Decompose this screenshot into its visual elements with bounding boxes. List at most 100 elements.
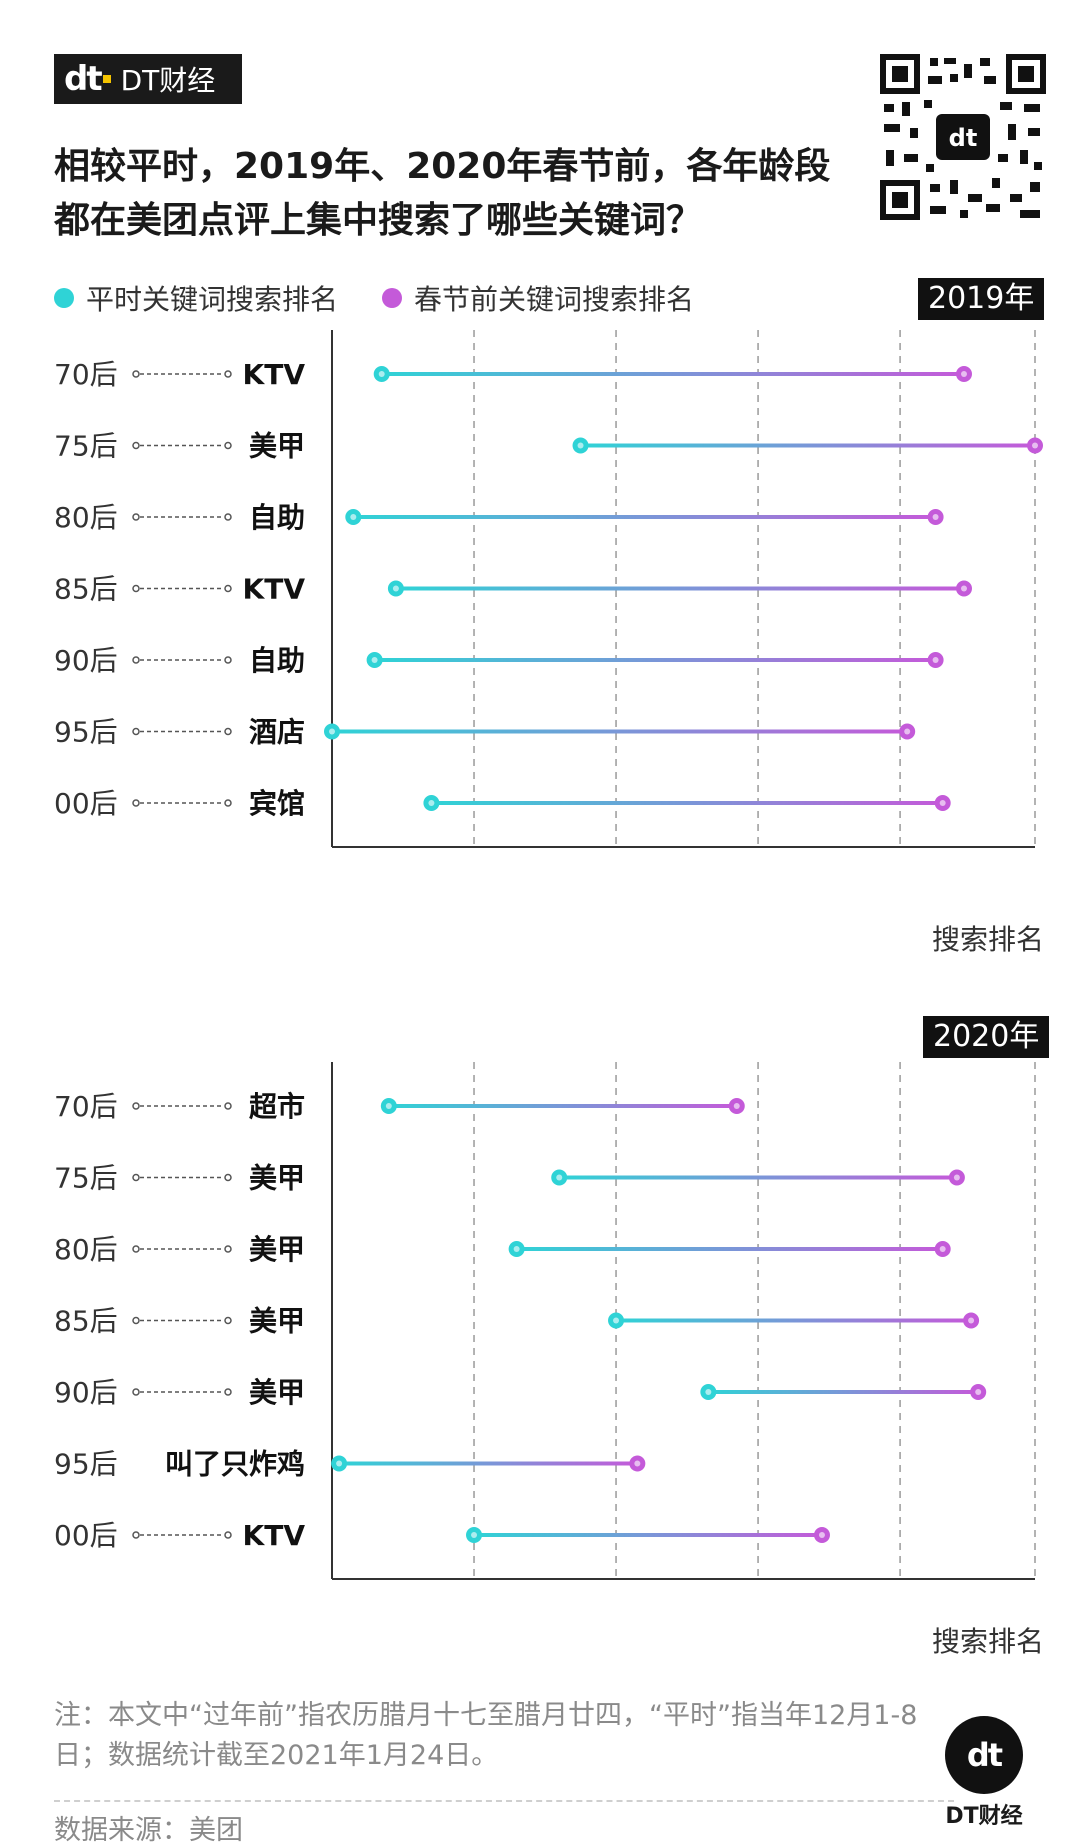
leader-dot-end: [224, 513, 232, 521]
row-keyword-label: 超市: [249, 1090, 305, 1123]
legend-item-normal: 平时关键词搜索排名: [54, 278, 338, 318]
row-age-label: 80后: [54, 501, 118, 534]
leader-dot-end: [224, 441, 232, 450]
qr-code-icon: dt: [880, 54, 1046, 220]
row-keyword-label: 美甲: [249, 1305, 305, 1338]
point-normal-highlight: [336, 1460, 343, 1467]
chart-2019: 10080604020170后KTV75后美甲80后自助85后KTV90后自助9…: [54, 330, 1043, 848]
point-normal-highlight: [392, 585, 399, 592]
leader-dot-start: [132, 584, 140, 593]
logo-mark: dt: [64, 59, 103, 99]
leader-dot-start: [132, 1388, 140, 1396]
row-age-label: 85后: [54, 1305, 118, 1338]
point-normal-highlight: [471, 1532, 478, 1538]
leader-dot-start: [132, 799, 140, 807]
leader-dot-end: [224, 1388, 232, 1396]
legend-dot-festival-icon: [382, 288, 403, 308]
brand-name: DT财经: [120, 64, 216, 97]
point-normal-highlight: [705, 1389, 712, 1395]
point-normal-highlight: [428, 800, 435, 806]
point-festival-highlight: [818, 1532, 825, 1538]
leader-dot-start: [132, 513, 140, 521]
logo-dot-icon: [102, 75, 111, 83]
point-normal-highlight: [613, 1317, 620, 1324]
row-age-label: 95后: [54, 716, 118, 749]
legend-item-festival: 春节前关键词搜索排名: [382, 278, 694, 318]
leader-dot-end: [224, 584, 232, 593]
row-keyword-label: 美甲: [249, 1376, 305, 1409]
point-festival-highlight: [968, 1317, 975, 1324]
leader-dot-end: [224, 1102, 232, 1110]
leader-dot-start: [132, 1173, 140, 1182]
legend-dot-normal-icon: [54, 288, 74, 308]
point-normal-highlight: [378, 371, 385, 377]
chart-2020: 10080604020170后超市75后美甲80后美甲85后美甲90后美甲95后…: [54, 1062, 1036, 1580]
point-normal-highlight: [350, 514, 357, 520]
leader-dot-start: [132, 727, 140, 736]
qr-logo-mark: dt: [949, 124, 978, 152]
legend-label-normal: 平时关键词搜索排名: [86, 283, 339, 316]
x-axis-title-2020: 搜索排名: [931, 1625, 1044, 1658]
row-age-label: 75后: [54, 1162, 118, 1195]
row-age-label: 90后: [54, 1376, 118, 1409]
row-keyword-label: 美甲: [249, 1233, 305, 1266]
point-festival-highlight: [975, 1389, 982, 1395]
row-age-label: 70后: [54, 358, 118, 391]
point-normal-highlight: [556, 1174, 563, 1181]
leader-dot-end: [224, 656, 232, 664]
point-normal-highlight: [329, 728, 335, 735]
point-normal-highlight: [577, 442, 584, 449]
data-source: 数据来源：美团: [54, 1815, 243, 1846]
footer-divider: [54, 1800, 954, 1802]
point-festival-highlight: [960, 585, 967, 592]
leader-dot-start: [132, 1531, 140, 1539]
leader-dot-start: [132, 1316, 140, 1325]
point-normal-highlight: [513, 1246, 520, 1252]
leader-dot-start: [132, 1245, 140, 1253]
leader-dot-start: [132, 441, 140, 450]
row-keyword-label: 自助: [249, 644, 305, 677]
leader-dot-end: [224, 1531, 232, 1539]
footer-logo: dt DT财经: [936, 1716, 1032, 1830]
legend-label-festival: 春节前关键词搜索排名: [414, 283, 695, 316]
row-keyword-label: 宾馆: [249, 787, 305, 820]
leader-dot-start: [132, 1102, 140, 1110]
row-keyword-label: KTV: [243, 1519, 306, 1552]
leader-dot-start: [132, 656, 140, 664]
row-age-label: 00后: [54, 787, 118, 820]
year-badge-2019: 2019年: [918, 278, 1045, 320]
leader-dot-end: [224, 1316, 232, 1325]
point-festival-highlight: [939, 1246, 946, 1252]
point-festival-highlight: [960, 371, 967, 377]
point-normal-highlight: [371, 657, 378, 663]
legend: 平时关键词搜索排名 春节前关键词搜索排名: [54, 278, 738, 318]
row-age-label: 00后: [54, 1519, 118, 1552]
point-festival-highlight: [932, 657, 939, 663]
point-festival-highlight: [932, 514, 939, 520]
leader-dot-end: [224, 370, 232, 378]
point-festival-highlight: [939, 800, 946, 806]
row-age-label: 85后: [54, 573, 118, 606]
leader-dot-end: [224, 1173, 232, 1182]
title-line-2: 都在美团点评上集中搜索了哪些关键词？: [54, 200, 703, 241]
point-normal-highlight: [385, 1103, 392, 1109]
leader-dot-start: [132, 370, 140, 378]
footer-logo-mark: dt: [945, 1716, 1023, 1794]
row-keyword-label: KTV: [243, 358, 306, 391]
row-keyword-label: KTV: [243, 573, 306, 606]
leader-dot-end: [224, 1245, 232, 1253]
row-age-label: 90后: [54, 644, 118, 677]
footer-logo-name: DT财经: [945, 1804, 1023, 1829]
row-keyword-label: 酒店: [249, 716, 305, 749]
point-festival-highlight: [904, 728, 911, 735]
brand-logo: dt DT财经: [54, 54, 242, 104]
row-keyword-label: 叫了只炸鸡: [165, 1448, 305, 1481]
row-age-label: 75后: [54, 430, 118, 463]
leader-dot-end: [224, 727, 232, 736]
point-festival-highlight: [733, 1103, 740, 1109]
row-age-label: 95后: [54, 1448, 118, 1481]
year-badge-2020: 2020年: [923, 1016, 1050, 1058]
row-keyword-label: 美甲: [249, 1162, 305, 1195]
point-festival-highlight: [634, 1460, 641, 1467]
row-age-label: 80后: [54, 1233, 118, 1266]
